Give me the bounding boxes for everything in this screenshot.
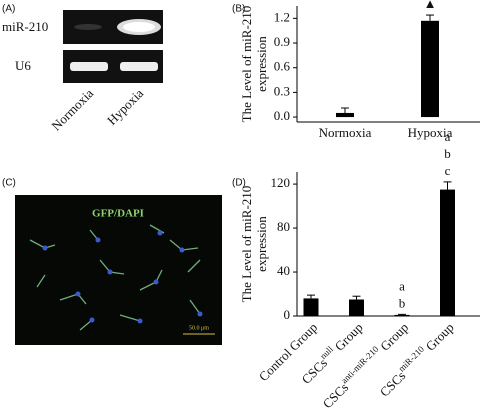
x-tick-label-part: Group bbox=[329, 320, 365, 356]
micrograph bbox=[15, 195, 222, 345]
error-bar bbox=[352, 295, 361, 300]
gel-row-label: U6 bbox=[15, 58, 31, 73]
y-axis-label: The Level of miR-210 bbox=[239, 6, 254, 123]
annotation: ▲ bbox=[424, 0, 437, 11]
gel-band bbox=[123, 22, 155, 32]
error-bar bbox=[398, 313, 406, 315]
gel-lane-label: Normoxia bbox=[48, 85, 96, 133]
scale-label: 50.0 μm bbox=[189, 325, 209, 331]
x-tick-label-part: Normoxia bbox=[319, 125, 372, 140]
x-tick-label-part: Hypoxia bbox=[408, 125, 453, 140]
panel-label: (A) bbox=[2, 4, 15, 15]
annotation: b bbox=[444, 146, 451, 161]
y-axis-label: expression bbox=[254, 36, 269, 92]
annotation: b bbox=[399, 295, 406, 310]
bar bbox=[336, 112, 354, 118]
gel-band bbox=[70, 62, 108, 71]
y-tick-label: 0.6 bbox=[274, 59, 291, 74]
x-tick-label-part: Group bbox=[420, 320, 456, 356]
x-tick-label: Normoxia bbox=[319, 125, 372, 140]
annotation: a bbox=[445, 129, 451, 144]
gel-band bbox=[120, 62, 158, 71]
x-tick-label: CSCsmiR-210 Group bbox=[375, 318, 456, 399]
bar bbox=[440, 189, 455, 316]
error-bar bbox=[307, 294, 315, 299]
annotation: c bbox=[445, 163, 451, 178]
stain-label: GFP/DAPI bbox=[92, 208, 144, 220]
y-tick-label: 120 bbox=[271, 175, 291, 190]
error-bar bbox=[426, 14, 434, 21]
nuclei bbox=[42, 230, 203, 324]
bar bbox=[349, 299, 364, 316]
gel-row-label: miR-210 bbox=[2, 19, 48, 34]
panel-label: (C) bbox=[2, 178, 16, 189]
y-tick-label: 80 bbox=[277, 219, 290, 234]
y-tick-label: 0 bbox=[284, 307, 291, 322]
bar bbox=[421, 20, 439, 118]
y-axis-label: expression bbox=[254, 216, 269, 272]
error-bar bbox=[443, 181, 452, 190]
panel-label: (D) bbox=[232, 178, 246, 189]
annotation: a bbox=[399, 278, 405, 293]
bar bbox=[303, 298, 319, 316]
y-tick-label: 0.9 bbox=[274, 34, 290, 49]
y-tick-label: 1.2 bbox=[274, 9, 290, 24]
y-tick-label: 40 bbox=[277, 263, 290, 278]
gel-band bbox=[74, 24, 102, 30]
y-tick-label: 0.3 bbox=[274, 83, 290, 98]
bar bbox=[394, 314, 410, 316]
error-bar bbox=[341, 107, 349, 113]
y-tick-label: 0.0 bbox=[274, 108, 290, 123]
gel-lane-label: Hypoxia bbox=[104, 85, 146, 127]
y-axis-label: The Level of miR-210 bbox=[239, 186, 254, 303]
x-tick-label: Hypoxia bbox=[408, 125, 453, 140]
panel-label: (B) bbox=[232, 4, 245, 15]
x-tick-label-part: Group bbox=[375, 320, 411, 356]
